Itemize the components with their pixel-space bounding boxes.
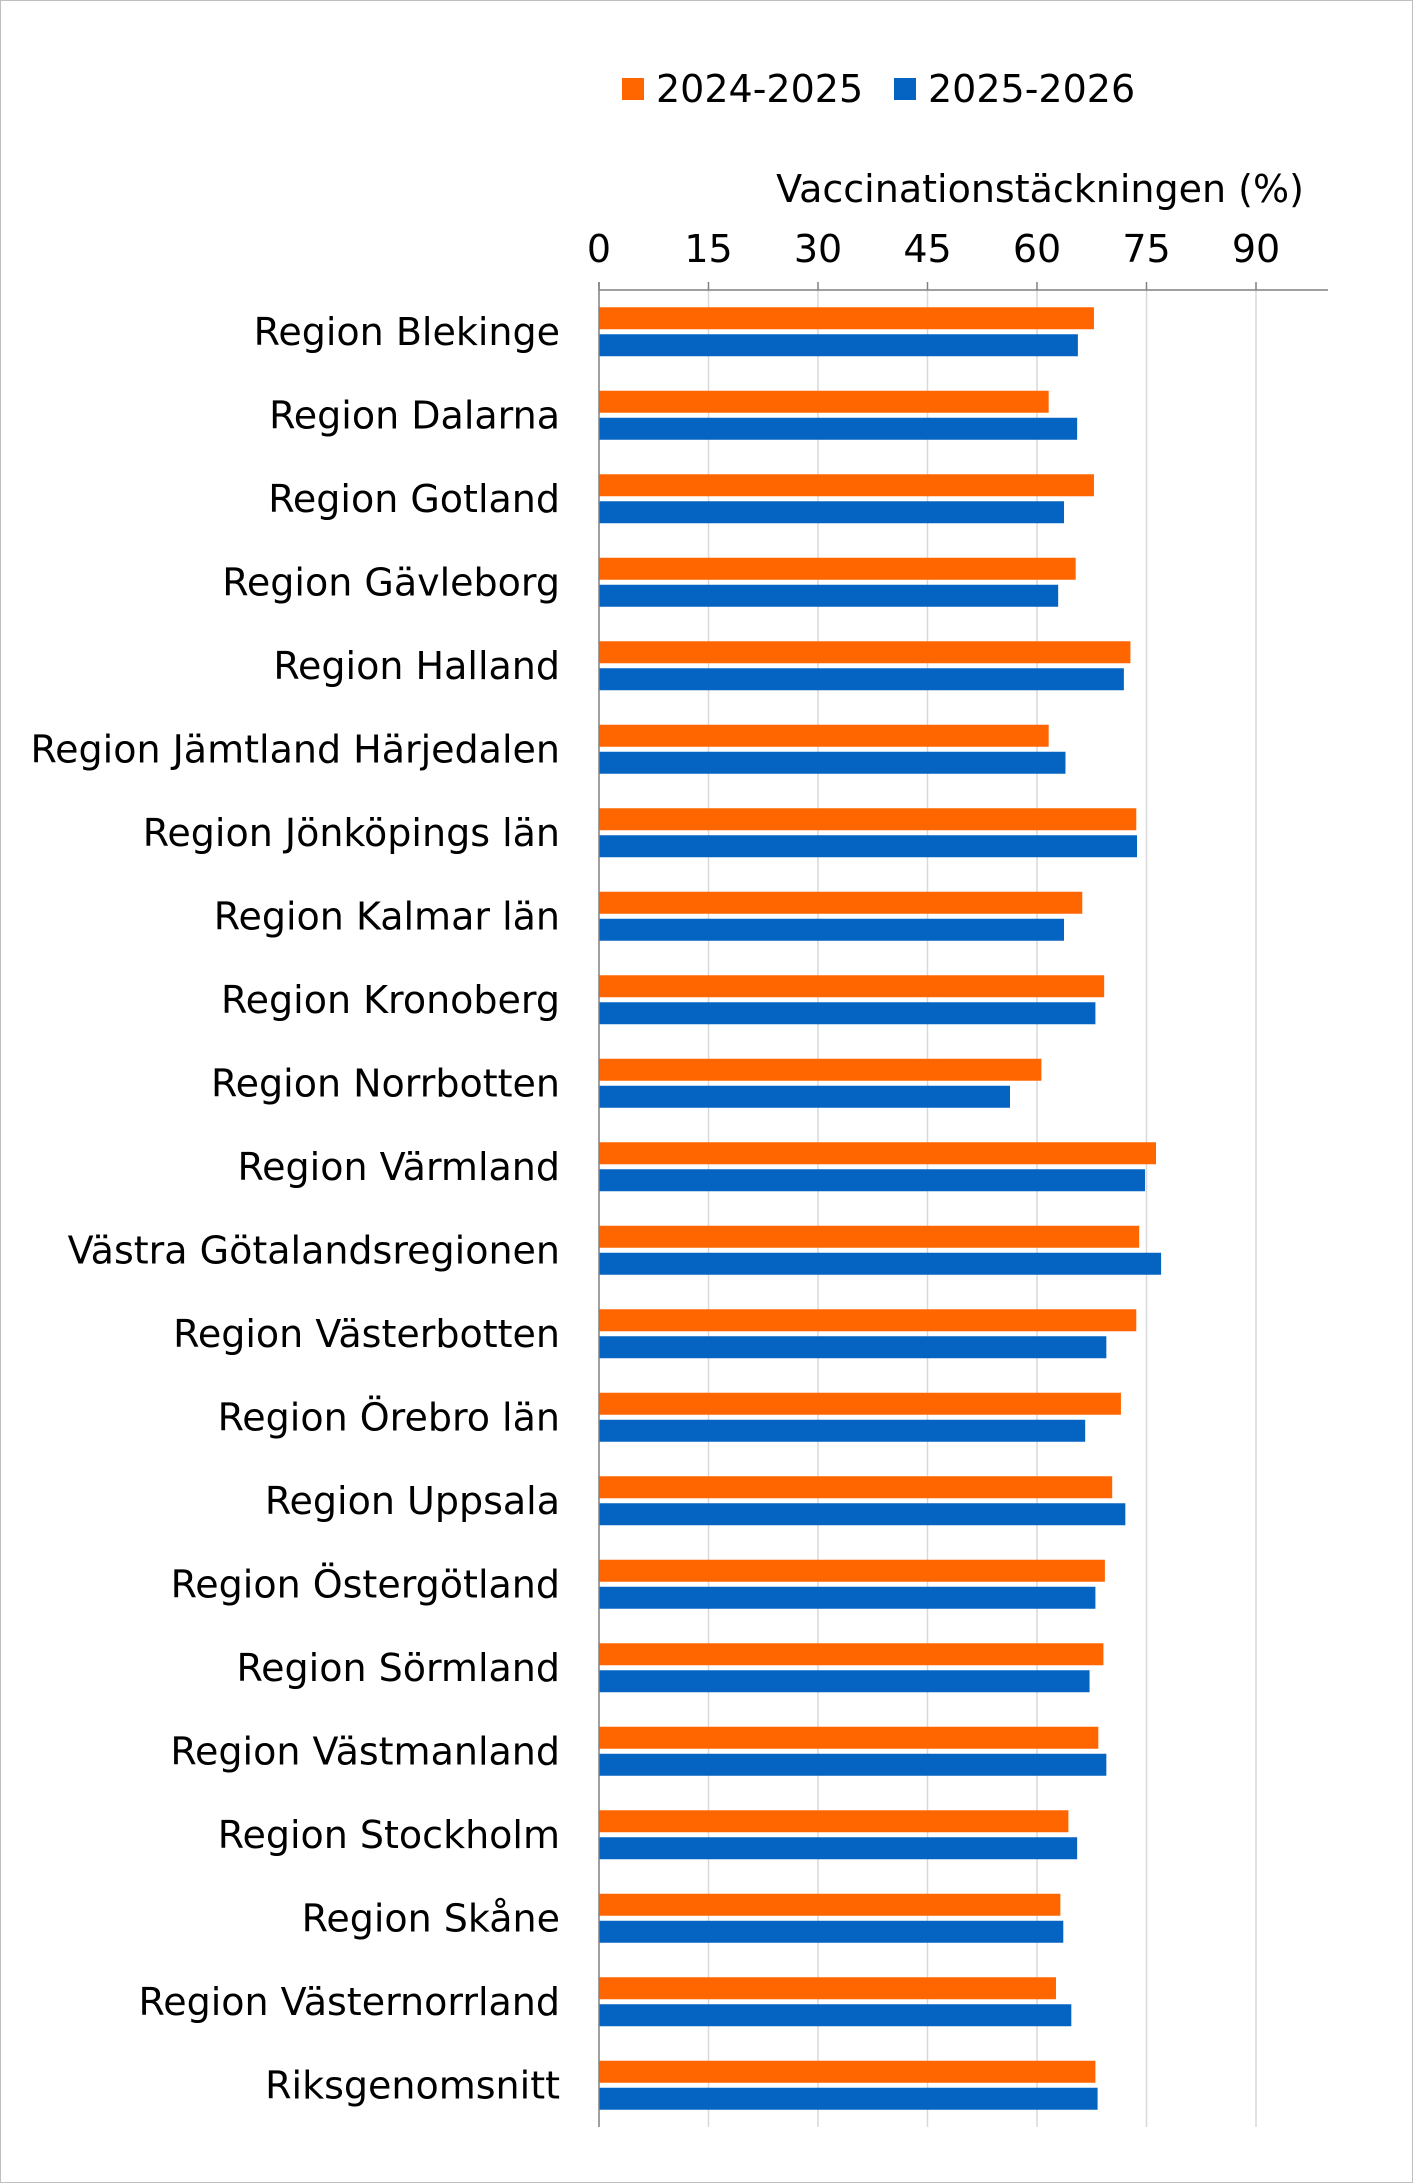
bars	[599, 307, 1162, 2110]
legend-swatch-2024-2025	[622, 78, 644, 100]
bar-2025-2026	[599, 1336, 1107, 1359]
bar-2025-2026	[599, 501, 1065, 524]
category-labels: Region Blekinge Region Dalarna Region Gotl…	[30, 310, 560, 2108]
bar-2024-2025	[599, 975, 1105, 998]
bar-2024-2025	[599, 891, 1083, 914]
x-axis-title: Vaccinationstäckningen (%)	[776, 167, 1304, 211]
bar-2025-2026	[599, 1419, 1086, 1442]
x-tick-label: 30	[794, 227, 842, 271]
bar-2024-2025	[599, 1392, 1121, 1415]
bar-2024-2025	[599, 1893, 1061, 1916]
bar-2025-2026	[599, 1753, 1107, 1776]
bar-2025-2026	[599, 2004, 1072, 2027]
legend: 2024-2025 2025-2026	[622, 67, 1135, 111]
x-tick-label: 45	[903, 227, 951, 271]
bar-2025-2026	[599, 1920, 1064, 1943]
category-label: Region Jönköpings län	[143, 811, 560, 855]
category-label: Region Västmanland	[170, 1729, 560, 1773]
bar-2025-2026	[599, 1837, 1078, 1860]
category-label: Region Gotland	[268, 477, 560, 521]
category-label: Region Uppsala	[265, 1479, 560, 1523]
bar-2024-2025	[599, 557, 1076, 580]
category-label: Region Sörmland	[236, 1646, 560, 1690]
bar-2024-2025	[599, 1726, 1099, 1749]
bar-2024-2025	[599, 808, 1137, 831]
bar-2025-2026	[599, 417, 1078, 440]
category-label: Region Halland	[273, 644, 560, 688]
legend-swatch-2025-2026	[894, 78, 916, 100]
bar-2024-2025	[599, 474, 1094, 497]
x-tick-label: 75	[1122, 227, 1170, 271]
bar-2024-2025	[599, 1142, 1156, 1165]
category-label: Region Värmland	[237, 1145, 560, 1189]
bar-2024-2025	[599, 390, 1049, 413]
category-label: Region Skåne	[302, 1896, 560, 1940]
category-label: Region Jämtland Härjedalen	[30, 727, 560, 771]
x-axis-ticks: 0 15 30 45 60 75 90	[587, 227, 1280, 290]
bar-2025-2026	[599, 835, 1138, 858]
category-label: Region Gävleborg	[222, 560, 560, 604]
bar-2025-2026	[599, 1586, 1096, 1609]
x-tick-label: 60	[1013, 227, 1061, 271]
bar-2024-2025	[599, 1559, 1105, 1582]
bar-2025-2026	[599, 1670, 1090, 1693]
bar-2025-2026	[599, 334, 1078, 357]
bar-2025-2026	[599, 1085, 1010, 1108]
category-label: Region Kronoberg	[221, 978, 560, 1022]
category-label: Region Västernorrland	[139, 1980, 561, 2024]
bar-2025-2026	[599, 1169, 1146, 1192]
bar-2024-2025	[599, 641, 1131, 664]
bar-2025-2026	[599, 751, 1066, 774]
category-label: Region Dalarna	[269, 393, 560, 437]
category-label: Region Kalmar län	[214, 894, 560, 938]
bar-2024-2025	[599, 1309, 1137, 1332]
legend-label-2024-2025: 2024-2025	[656, 67, 863, 111]
bar-2024-2025	[599, 307, 1094, 330]
bar-2025-2026	[599, 584, 1059, 607]
bar-2024-2025	[599, 724, 1049, 747]
axes	[598, 282, 1328, 2127]
bar-2024-2025	[599, 1058, 1042, 1081]
bar-2025-2026	[599, 668, 1124, 691]
bar-2025-2026	[599, 1252, 1162, 1275]
bar-2024-2025	[599, 1225, 1140, 1248]
x-tick-label: 15	[684, 227, 732, 271]
category-label: Västra Götalandsregionen	[68, 1228, 560, 1272]
category-label: Region Norrbotten	[211, 1061, 560, 1105]
category-label: Region Östergötland	[171, 1562, 560, 1606]
category-label: Region Stockholm	[218, 1813, 560, 1857]
bar-2025-2026	[599, 2087, 1098, 2110]
bar-2025-2026	[599, 918, 1065, 941]
category-label: Region Västerbotten	[173, 1312, 560, 1356]
x-tick-label: 90	[1232, 227, 1280, 271]
legend-label-2025-2026: 2025-2026	[928, 67, 1135, 111]
bar-2025-2026	[599, 1002, 1096, 1025]
bar-2025-2026	[599, 1503, 1126, 1526]
bar-2024-2025	[599, 1476, 1113, 1499]
bar-2024-2025	[599, 1810, 1069, 1833]
category-label: Region Blekinge	[254, 310, 560, 354]
bar-2024-2025	[599, 1643, 1104, 1666]
category-label: Riksgenomsnitt	[265, 2063, 560, 2107]
x-tick-label: 0	[587, 227, 611, 271]
bar-2024-2025	[599, 2060, 1096, 2083]
bar-2024-2025	[599, 1977, 1056, 2000]
category-label: Region Örebro län	[218, 1395, 560, 1439]
